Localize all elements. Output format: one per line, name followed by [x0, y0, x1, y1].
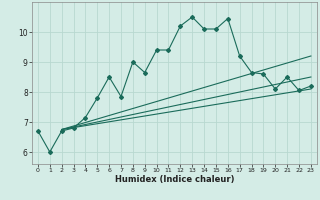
X-axis label: Humidex (Indice chaleur): Humidex (Indice chaleur) [115, 175, 234, 184]
